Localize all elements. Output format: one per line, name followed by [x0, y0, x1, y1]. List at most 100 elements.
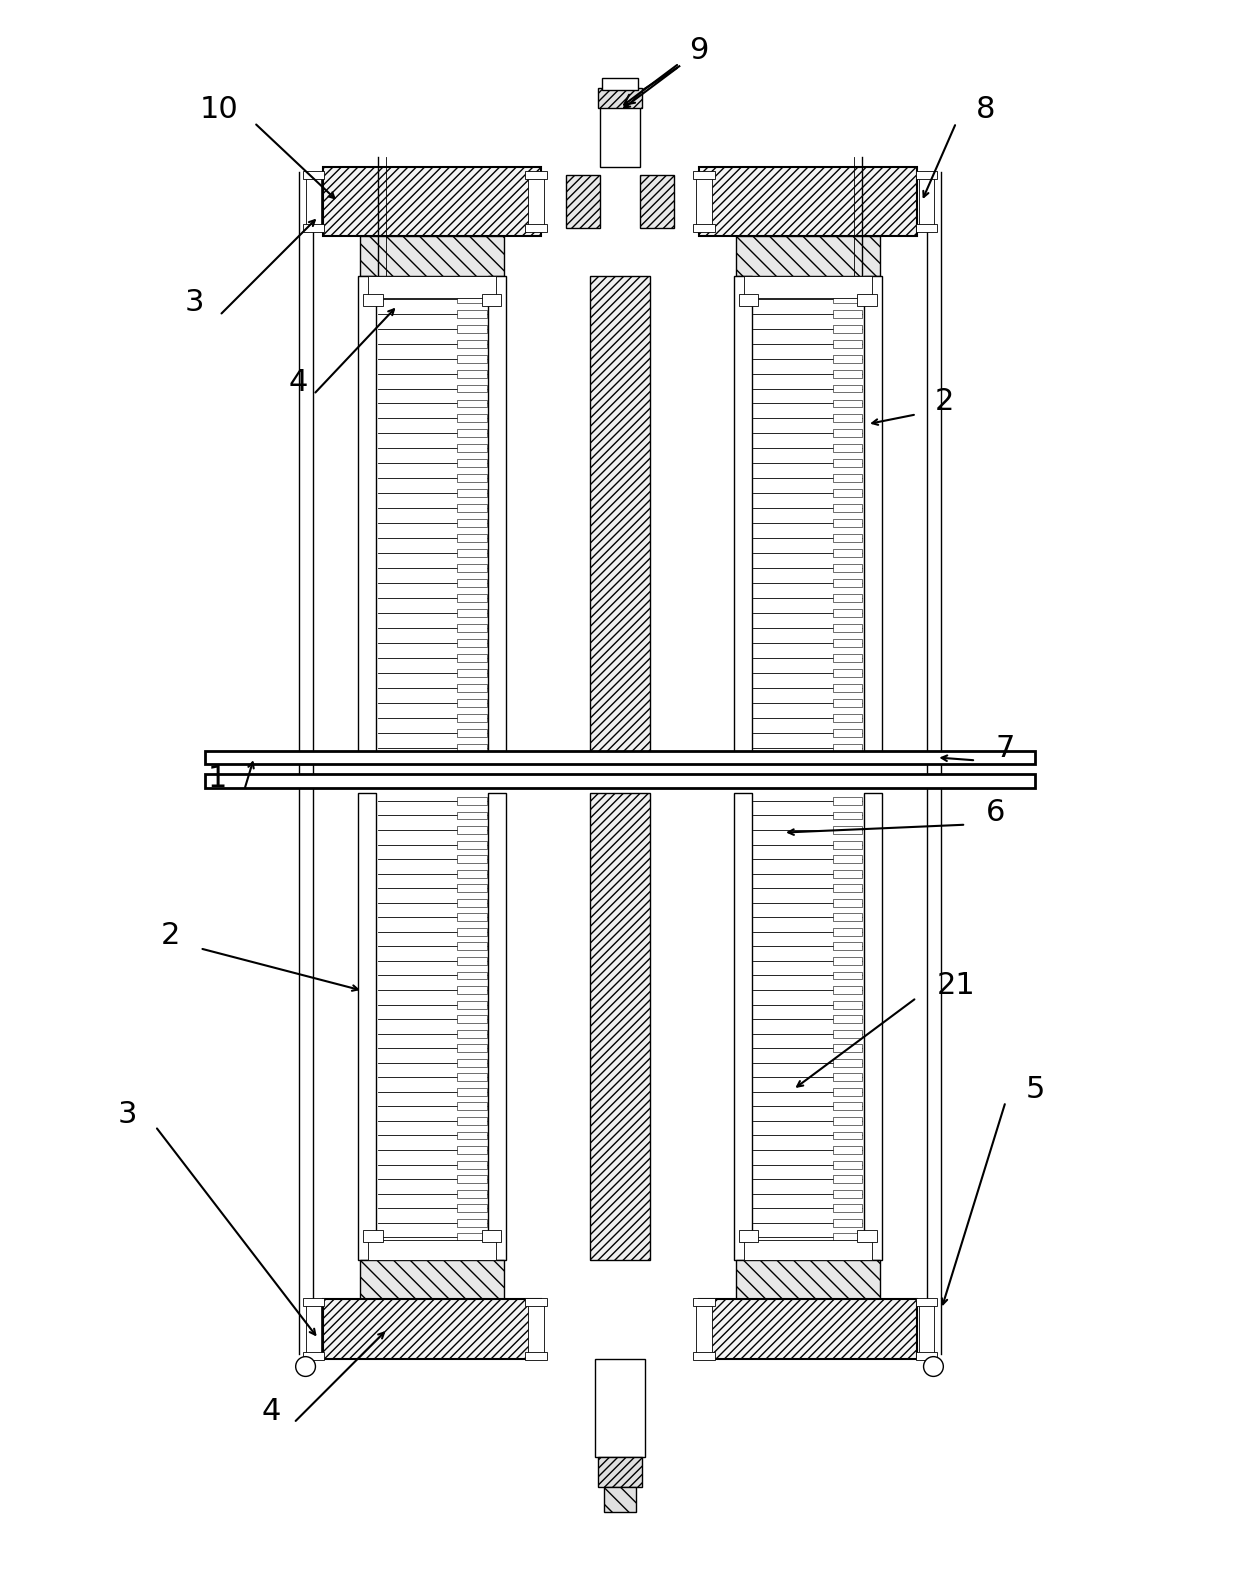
- Bar: [481, 1231, 501, 1242]
- Bar: [456, 698, 486, 706]
- Bar: [305, 1304, 321, 1353]
- Bar: [832, 415, 862, 423]
- Bar: [456, 609, 486, 617]
- Bar: [832, 913, 862, 921]
- Bar: [915, 224, 937, 232]
- Bar: [456, 797, 486, 805]
- Bar: [832, 355, 862, 363]
- Bar: [832, 957, 862, 965]
- Bar: [456, 1204, 486, 1212]
- Bar: [456, 564, 486, 572]
- Bar: [456, 1175, 486, 1183]
- Bar: [640, 175, 675, 229]
- Bar: [525, 1352, 547, 1359]
- Bar: [832, 429, 862, 437]
- Bar: [456, 728, 486, 736]
- Bar: [456, 1146, 486, 1154]
- Bar: [603, 78, 637, 91]
- Bar: [832, 898, 862, 906]
- Bar: [456, 340, 486, 348]
- Bar: [832, 460, 862, 467]
- Bar: [456, 595, 486, 603]
- Bar: [734, 277, 751, 755]
- Bar: [489, 277, 506, 755]
- Bar: [525, 224, 547, 232]
- Bar: [303, 1352, 325, 1359]
- Bar: [456, 1102, 486, 1110]
- Bar: [832, 623, 862, 631]
- Bar: [832, 884, 862, 892]
- Bar: [832, 609, 862, 617]
- Bar: [604, 1487, 636, 1512]
- Text: 3: 3: [185, 288, 205, 316]
- Bar: [456, 444, 486, 452]
- Bar: [598, 87, 642, 108]
- Bar: [456, 1030, 486, 1038]
- Bar: [595, 1358, 645, 1458]
- Text: 1: 1: [208, 763, 227, 793]
- Bar: [832, 698, 862, 706]
- Bar: [832, 653, 862, 661]
- Bar: [456, 324, 486, 332]
- Bar: [368, 277, 496, 297]
- Bar: [832, 504, 862, 512]
- Bar: [456, 1234, 486, 1242]
- Bar: [456, 579, 486, 587]
- Bar: [363, 1231, 383, 1242]
- Bar: [832, 827, 862, 835]
- Bar: [205, 774, 1035, 789]
- Bar: [481, 294, 501, 305]
- Bar: [832, 280, 862, 288]
- Bar: [832, 971, 862, 979]
- Bar: [832, 549, 862, 556]
- Bar: [832, 1059, 862, 1067]
- Bar: [832, 385, 862, 393]
- Bar: [864, 277, 882, 755]
- Bar: [456, 415, 486, 423]
- Bar: [735, 1259, 880, 1299]
- Bar: [699, 1299, 916, 1358]
- Bar: [693, 224, 715, 232]
- Bar: [915, 1352, 937, 1359]
- Text: 2: 2: [160, 921, 180, 949]
- Bar: [456, 280, 486, 288]
- Circle shape: [924, 1356, 944, 1377]
- Bar: [456, 811, 486, 819]
- Bar: [456, 355, 486, 363]
- Bar: [456, 1248, 486, 1256]
- Bar: [832, 1161, 862, 1169]
- Bar: [832, 1204, 862, 1212]
- Bar: [456, 684, 486, 692]
- Text: 4: 4: [289, 369, 309, 398]
- Bar: [696, 1304, 712, 1353]
- Bar: [864, 793, 882, 1259]
- Bar: [832, 1045, 862, 1053]
- Bar: [832, 986, 862, 994]
- Bar: [744, 277, 872, 297]
- Bar: [832, 855, 862, 863]
- Bar: [915, 1299, 937, 1307]
- Bar: [832, 943, 862, 951]
- Bar: [832, 444, 862, 452]
- Bar: [456, 460, 486, 467]
- Bar: [832, 520, 862, 528]
- Bar: [832, 1030, 862, 1038]
- Bar: [303, 172, 325, 180]
- Bar: [832, 1116, 862, 1124]
- Bar: [915, 172, 937, 180]
- Text: 10: 10: [200, 95, 239, 124]
- Bar: [693, 1352, 715, 1359]
- Bar: [590, 793, 650, 1259]
- Bar: [832, 340, 862, 348]
- Bar: [456, 1014, 486, 1022]
- Bar: [456, 1000, 486, 1008]
- Bar: [832, 1220, 862, 1227]
- Bar: [456, 1045, 486, 1053]
- Bar: [456, 714, 486, 722]
- Bar: [693, 172, 715, 180]
- Bar: [919, 176, 935, 226]
- Bar: [456, 1161, 486, 1169]
- Bar: [699, 167, 916, 237]
- Bar: [456, 827, 486, 835]
- Bar: [456, 1220, 486, 1227]
